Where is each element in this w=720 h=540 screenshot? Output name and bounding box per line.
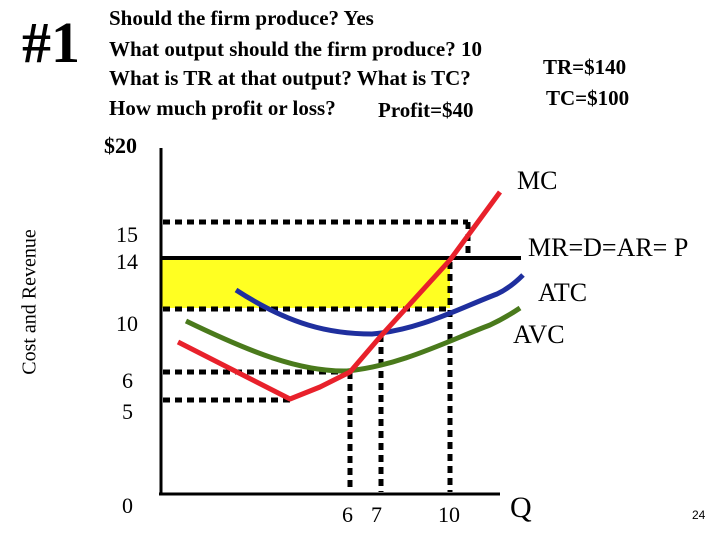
x-tick-6: 6 <box>342 502 353 527</box>
x-axis-title: Q <box>510 491 532 524</box>
y-axis-title: Cost and Revenue <box>18 229 41 375</box>
question-tr-tc: What is TR at that output? What is TC? <box>109 66 471 90</box>
y-tick-6: 6 <box>122 368 133 393</box>
atc-label: ATC <box>538 278 588 307</box>
slide-page-number: 24 <box>692 508 706 522</box>
avc-curve <box>184 305 522 374</box>
x-tick-10: 10 <box>438 502 460 527</box>
mc-label: MC <box>517 166 558 195</box>
answer-tc: TC=$100 <box>546 86 630 110</box>
x-tick-7: 7 <box>371 502 382 527</box>
question-produce: Should the firm produce? Yes <box>109 6 374 30</box>
y-tick-0: 0 <box>122 493 133 518</box>
answer-tr: TR=$140 <box>543 55 627 79</box>
y-tick-14: 14 <box>116 249 138 274</box>
answer-profit: Profit=$40 <box>378 98 474 122</box>
mc-curve <box>176 190 503 402</box>
avc-label: AVC <box>513 320 565 349</box>
question-profit: How much profit or loss? <box>109 96 336 120</box>
y-tick-5: 5 <box>122 399 133 424</box>
y-tick-15: 15 <box>116 222 138 247</box>
y-tick-20: $20 <box>104 133 137 158</box>
mr-label: MR=D=AR= P <box>528 233 689 262</box>
slide-number-tag: #1 <box>22 10 80 75</box>
atc-curve <box>234 273 525 337</box>
y-tick-10: 10 <box>116 311 138 336</box>
profit-area <box>161 260 450 308</box>
question-output: What output should the firm produce? 10 <box>109 37 482 61</box>
